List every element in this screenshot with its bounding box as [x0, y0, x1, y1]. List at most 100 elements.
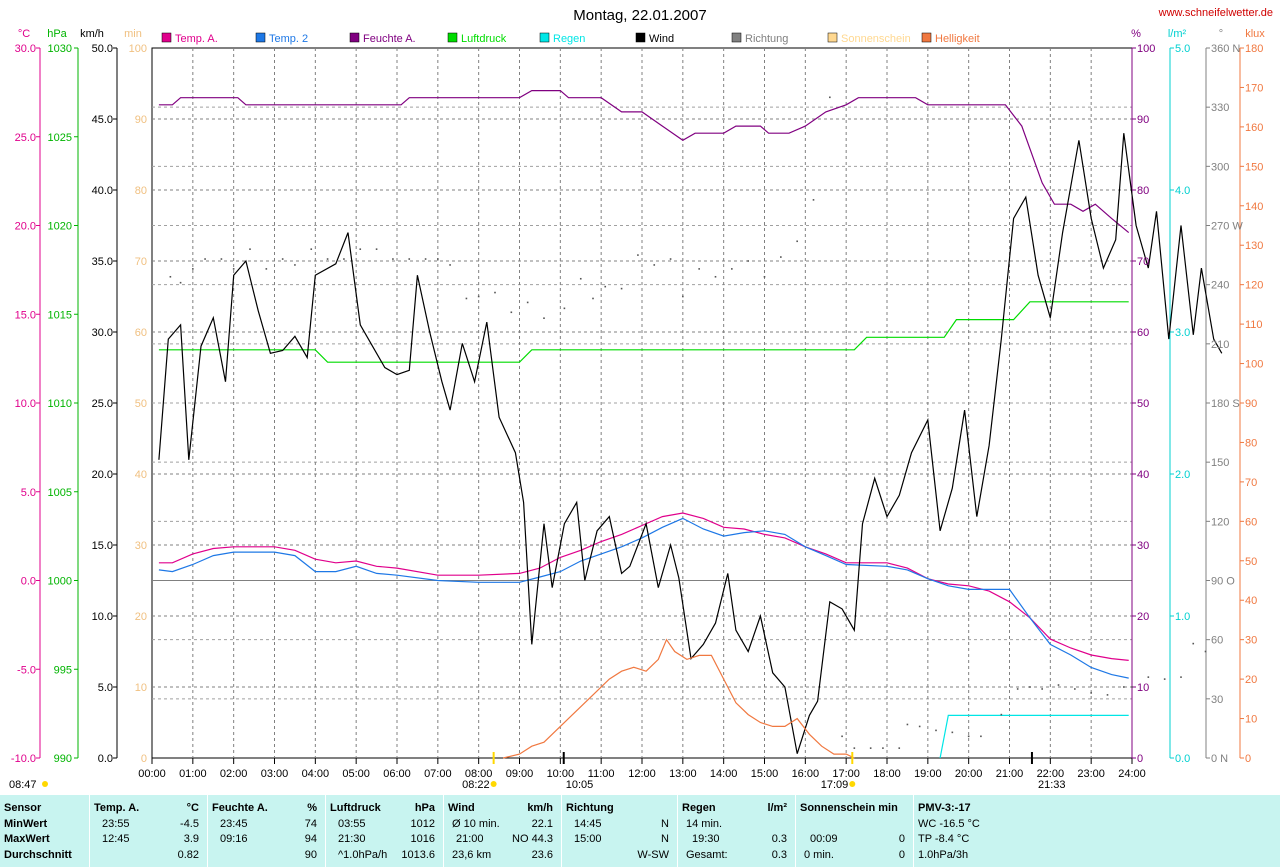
pressure-tick-label: 1015: [48, 309, 72, 321]
wind-tick-label: 45.0: [92, 114, 113, 126]
temp-tick-label: 10.0: [15, 398, 36, 410]
legend-swatch: [255, 32, 266, 43]
sunrise-icon: [490, 781, 497, 787]
light-tick-label: 20: [1245, 674, 1257, 686]
direction-point: [392, 258, 394, 260]
chart-legend: Temp. A. Temp. 2 Feuchte A. Luftdruck Regen W…: [161, 32, 980, 45]
direction-point: [1131, 686, 1133, 688]
direction-point: [604, 285, 607, 288]
pressure-tick-label: 1010: [48, 398, 72, 410]
direction-point: [935, 729, 937, 732]
temp-column: Temp. A. °C 23:55 -4.5 12:45 3.9 0.82: [89, 795, 207, 867]
sun-tick-label: 90: [135, 114, 147, 126]
temp-tick-label: 20.0: [15, 221, 36, 233]
direction-point: [1123, 686, 1125, 688]
time-tick-label: 03:00: [261, 768, 289, 780]
time-tick-label: 14:00: [710, 768, 738, 780]
direction-point: [359, 248, 362, 250]
series-temp-a-: [158, 512, 1129, 661]
time-tick-label: 22:00: [1037, 768, 1065, 780]
series-regen: [939, 714, 1129, 759]
pressure-tick-label: 995: [54, 664, 72, 676]
direction-point: [763, 275, 766, 278]
direction-point: [310, 248, 313, 250]
time-tick-label: 16:00: [792, 768, 820, 780]
legend-label: Temp. A.: [175, 33, 218, 45]
wind-unit-label: km/h: [80, 28, 104, 40]
time-tick-label: 19:00: [914, 768, 942, 780]
direction-point: [906, 723, 909, 726]
temp-tick-label: 25.0: [15, 132, 36, 144]
direction-point: [1016, 688, 1019, 690]
direction-point: [543, 317, 545, 319]
series-temp-2: [158, 517, 1129, 679]
time-tick-label: 24:00: [1118, 768, 1146, 780]
legend-swatch: [827, 32, 838, 43]
dir-tick-label: 60: [1211, 635, 1223, 647]
direction-point: [437, 258, 439, 260]
direction-point: [918, 725, 921, 728]
direction-point: [812, 199, 815, 201]
direction-point: [853, 747, 856, 749]
direction-point: [465, 297, 468, 300]
wind-tick-label: 50.0: [92, 43, 113, 55]
direction-point: [669, 258, 672, 260]
direction-point: [1192, 642, 1195, 645]
dir-tick-label: 90 O: [1211, 576, 1235, 588]
sun-unit-label: min: [124, 28, 142, 40]
dir-tick-label: 150: [1211, 457, 1229, 469]
dir-tick-label: 30: [1211, 694, 1223, 706]
direction-point: [232, 268, 235, 270]
light-tick-label: 130: [1245, 240, 1263, 252]
direction-point: [620, 287, 623, 290]
direction-point: [326, 258, 329, 260]
light-tick-label: 100: [1245, 359, 1263, 371]
time-tick-label: 06:00: [383, 768, 411, 780]
series-wind: [158, 133, 1223, 754]
humidity-tick-label: 40: [1137, 469, 1149, 481]
humidity-tick-label: 100: [1137, 43, 1155, 55]
rain-unit-label: l/m²: [1168, 28, 1187, 40]
light-tick-label: 0: [1245, 753, 1251, 765]
direction-point: [294, 264, 296, 266]
series-luftdruck: [158, 301, 1129, 363]
direction-point: [731, 268, 733, 270]
humidity-tick-label: 60: [1137, 327, 1149, 339]
sun-tick-label: 10: [135, 682, 147, 694]
dir-tick-label: 240: [1211, 280, 1229, 292]
sensor-column: Sensor MinWert MaxWert Durchschnitt: [4, 802, 72, 861]
day-length-label: 08:47: [9, 779, 37, 791]
direction-point: [408, 258, 411, 260]
rain-tick-label: 0.0: [1175, 753, 1190, 765]
temp-tick-label: -10.0: [11, 753, 36, 765]
legend-swatch: [349, 32, 360, 43]
wind-tick-label: 15.0: [92, 540, 113, 552]
legend-swatch: [539, 32, 550, 43]
direction-point: [841, 735, 843, 738]
sun-tick-label: 20: [135, 611, 147, 623]
direction-point: [592, 297, 594, 300]
humidity-column: Feuchte A.% 23:45 74 09:16 94 90: [207, 795, 325, 867]
sun-tick-label: 60: [135, 327, 147, 339]
chart-labels: 00:00 01:00 02:00 03:00 04:00 05:00 06:00 07:00…: [9, 28, 1265, 791]
light-tick-label: 40: [1245, 595, 1257, 607]
dir-tick-label: 120: [1211, 516, 1229, 528]
humidity-tick-label: 30: [1137, 540, 1149, 552]
sun-tick-label: 100: [129, 43, 147, 55]
sunset-label: 17:09: [821, 779, 849, 791]
legend-swatch: [731, 32, 742, 43]
time-tick-label: 04:00: [302, 768, 330, 780]
time-tick-label: 02:00: [220, 768, 248, 780]
time-tick-label: 20:00: [955, 768, 983, 780]
direction-point: [1106, 694, 1109, 696]
sun-tick-label: 70: [135, 256, 147, 268]
light-tick-label: 180: [1245, 43, 1263, 55]
light-unit-label: klux: [1245, 28, 1265, 40]
pressure-column: Luftdruck hPa 03:55 1012 21:30 1016 ^1.0hPa…: [325, 795, 443, 867]
direction-point: [1147, 676, 1150, 678]
temp-tick-label: 15.0: [15, 309, 36, 321]
temp-tick-label: 30.0: [15, 43, 36, 55]
temp-tick-label: 5.0: [21, 487, 36, 499]
dir-tick-label: 360 N: [1211, 43, 1240, 55]
legend-swatch: [447, 32, 458, 43]
